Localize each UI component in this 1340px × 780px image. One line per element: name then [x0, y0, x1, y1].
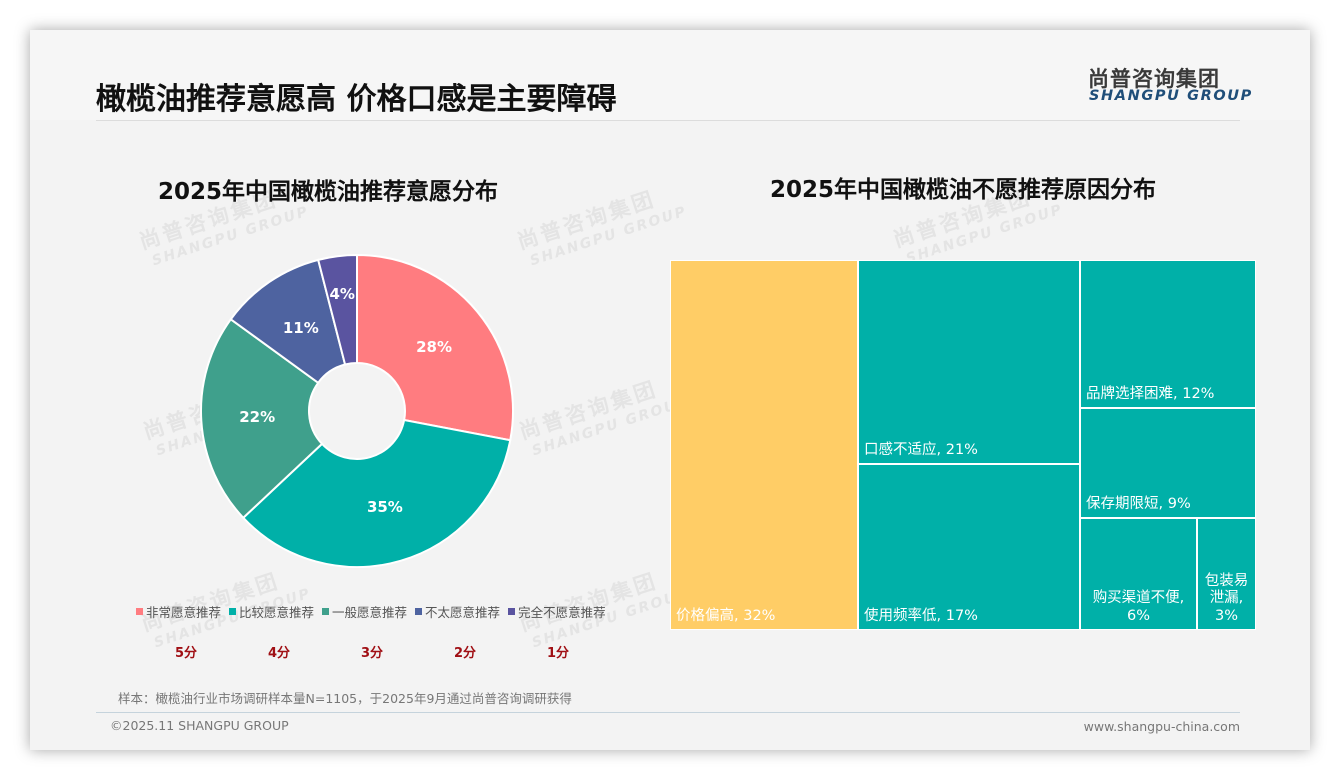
website-link[interactable]: www.shangpu-china.com [1083, 719, 1240, 734]
treemap-tile-frequency: 使用频率低, 17% [858, 464, 1080, 630]
score-label: 3分 [360, 646, 384, 661]
slide: 橄榄油推荐意愿高 价格口感是主要障碍 尚普咨询集团 SHANGPU GROUP … [30, 30, 1310, 750]
sample-note: 样本：橄榄油行业市场调研样本量N=1105，于2025年9月通过尚普咨询调研获得 [118, 691, 572, 706]
legend-swatch-icon [508, 608, 516, 615]
donut-legend: 非常愿意推荐 比较愿意推荐 一般愿意推荐 不太愿意推荐 完全不愿意推荐 [136, 602, 614, 621]
footer-divider [96, 712, 1240, 713]
donut-chart-title: 2025年中国橄榄油推荐意愿分布 [158, 179, 499, 205]
legend-item: 比较愿意推荐 [229, 602, 314, 621]
donut-slice-label: 4% [329, 284, 355, 303]
copyright: ©2025.11 SHANGPU GROUP [110, 718, 289, 733]
donut-slice-label: 22% [239, 408, 276, 427]
score-label: 5分 [174, 646, 198, 661]
legend-swatch-icon [136, 608, 143, 615]
score-label: 1分 [546, 646, 570, 661]
donut-chart: 28% 35% 22% 11% 4% [200, 253, 514, 568]
donut-slice [229, 258, 347, 385]
treemap-chart: 价格偏高, 32% 口感不适应, 21% 使用频率低, 17% 品牌选择困难, … [670, 260, 1256, 630]
donut-slice-label: 11% [282, 319, 319, 338]
treemap-tile-packaging: 包装易泄漏, 3% [1197, 518, 1256, 630]
legend-item: 非常愿意推荐 [136, 602, 221, 621]
legend-item: 不太愿意推荐 [415, 602, 500, 621]
treemap-tile-price: 价格偏高, 32% [670, 260, 858, 630]
donut-slice [356, 253, 514, 442]
legend-item: 完全不愿意推荐 [508, 602, 606, 621]
treemap-tile-brand: 品牌选择困难, 12% [1080, 260, 1256, 408]
logo-cn: 尚普咨询集团 [1088, 67, 1220, 91]
legend-swatch-icon [322, 608, 330, 615]
header-divider [96, 120, 1240, 121]
donut-slice-label: 28% [416, 338, 452, 357]
header-band [30, 30, 1310, 120]
score-label: 2分 [453, 646, 477, 661]
score-label: 4分 [267, 646, 291, 661]
legend-swatch-icon [415, 608, 423, 615]
legend-swatch-icon [229, 608, 237, 615]
donut-svg [200, 253, 514, 568]
donut-slice-label: 35% [366, 498, 403, 517]
treemap-tile-channel: 购买渠道不便, 6% [1080, 518, 1197, 630]
treemap-tile-taste: 口感不适应, 21% [858, 260, 1080, 464]
donut-slice [200, 317, 324, 520]
logo-en: SHANGPU GROUP [1089, 88, 1253, 104]
donut-slice [316, 253, 358, 366]
treemap-tile-shelf-life: 保存期限短, 9% [1080, 408, 1256, 518]
donut-slice [241, 418, 512, 568]
legend-item: 一般愿意推荐 [322, 602, 407, 621]
treemap-chart-title: 2025年中国橄榄油不愿推荐原因分布 [770, 177, 1157, 203]
page-title: 橄榄油推荐意愿高 价格口感是主要障碍 [96, 82, 617, 117]
